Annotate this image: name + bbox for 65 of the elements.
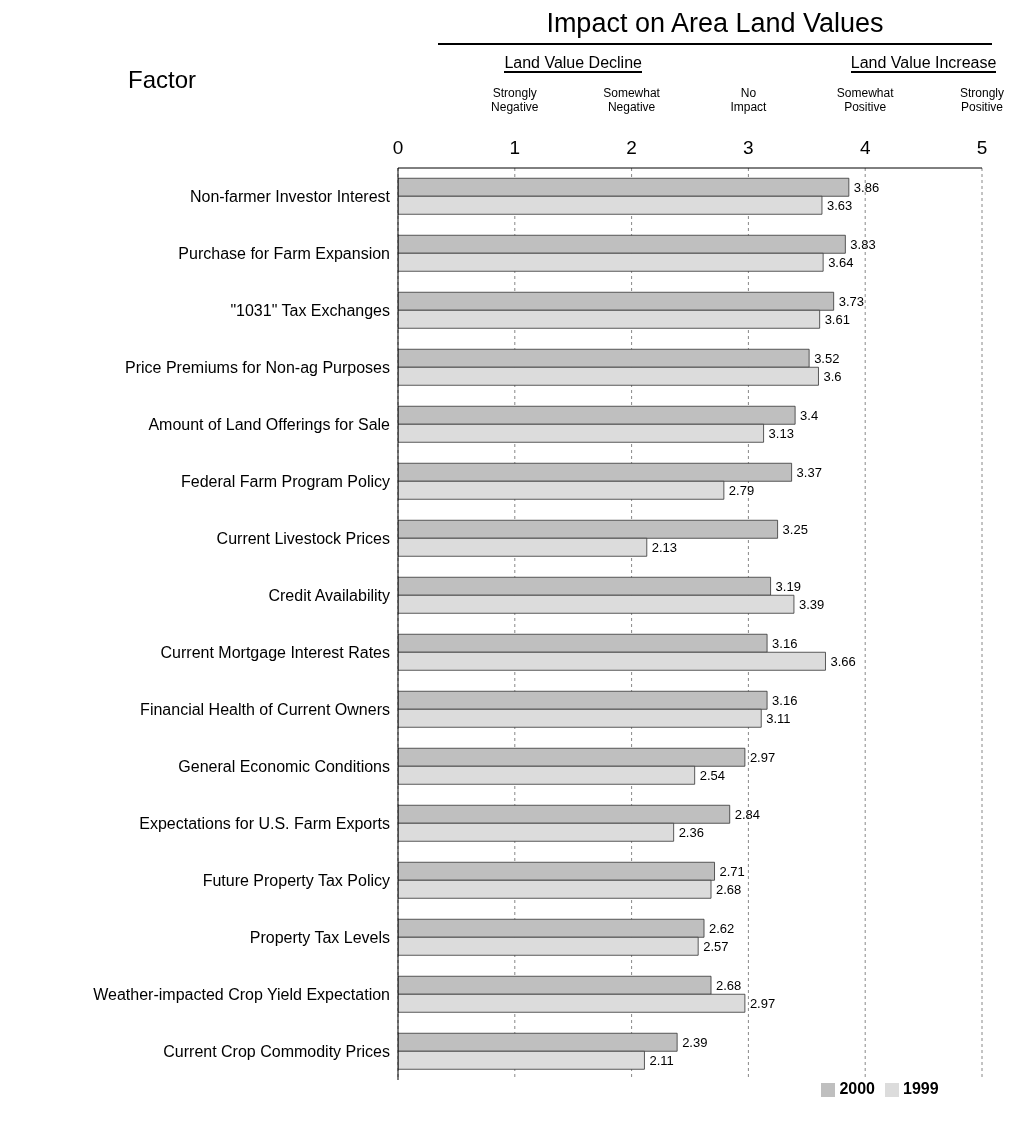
data-label: 3.64 — [828, 254, 854, 270]
data-label: 3.13 — [768, 425, 794, 441]
data-label: 3.25 — [782, 521, 808, 537]
data-label: 3.52 — [814, 350, 840, 366]
y-tick-label: General Economic Conditions — [178, 758, 390, 776]
y-tick-label: Future Property Tax Policy — [202, 872, 390, 890]
y-tick-label: Non-farmer Investor Interest — [189, 188, 391, 206]
data-label: 2.39 — [682, 1034, 708, 1050]
y-tick-label: Federal Farm Program Policy — [181, 473, 390, 491]
chart-title: Impact on Area Land Values — [438, 8, 992, 45]
data-label: 2.71 — [719, 863, 745, 879]
data-label: 2.68 — [716, 881, 742, 897]
y-tick-label: Purchase for Farm Expansion — [178, 245, 390, 263]
y-tick-label: Current Crop Commodity Prices — [163, 1043, 390, 1061]
y-tick-label: Expectations for U.S. Farm Exports — [139, 815, 390, 833]
data-label: 2.84 — [734, 806, 761, 822]
text: Strongly Positive — [959, 86, 1005, 114]
text: Somewhat Positive — [835, 86, 895, 114]
data-label: 3.39 — [798, 596, 825, 612]
data-label: 2.36 — [678, 824, 704, 840]
data-label: 2.97 — [749, 995, 776, 1011]
data-label: 3.83 — [850, 236, 876, 252]
data-label: 2.57 — [703, 938, 729, 954]
text: Land Value Decline — [504, 54, 642, 73]
y-tick-label: Weather-impacted Crop Yield Expectation — [93, 986, 390, 1004]
data-label: 3.37 — [796, 464, 822, 480]
data-label: 2.54 — [699, 767, 725, 783]
data-label: 2.11 — [649, 1052, 674, 1068]
x-tick-label: 4 — [859, 137, 871, 158]
y-tick-label: Amount of Land Offerings for Sale — [148, 416, 391, 434]
legend-label: 1999 — [903, 1080, 939, 1097]
data-label: 2.97 — [749, 749, 776, 765]
y-tick-label: "1031" Tax Exchanges — [230, 302, 390, 320]
data-label: 3.61 — [824, 311, 850, 327]
data-label: 2.62 — [709, 920, 735, 936]
y-tick-label: Current Mortgage Interest Rates — [160, 644, 390, 662]
y-axis-title: Factor — [128, 66, 197, 94]
x-tick-label: 1 — [509, 137, 521, 158]
x-tick-label: 2 — [626, 137, 637, 158]
data-label: 2.79 — [728, 482, 755, 498]
data-label: 3.63 — [826, 197, 853, 213]
data-label: 3.11 — [766, 710, 791, 726]
data-label: 3.4 — [800, 407, 819, 423]
data-label: 3.6 — [823, 368, 842, 384]
text: Somewhat Negative — [602, 86, 661, 114]
data-label: 3.66 — [830, 653, 856, 669]
text: Strongly Negative — [490, 86, 540, 114]
legend-label: 2000 — [839, 1080, 875, 1097]
x-tick-label: 5 — [976, 137, 988, 158]
data-label: 3.16 — [772, 692, 798, 708]
data-label: 2.68 — [716, 977, 742, 993]
data-label: 3.86 — [853, 179, 880, 195]
text: Land Value Increase — [850, 54, 997, 73]
y-tick-label: Current Livestock Prices — [216, 530, 390, 548]
y-tick-label: Property Tax Levels — [249, 929, 390, 947]
data-label: 2.13 — [651, 539, 678, 555]
x-tick-label: 3 — [743, 137, 754, 158]
y-tick-label: Financial Health of Current Owners — [140, 701, 390, 719]
data-label: 3.73 — [838, 293, 864, 309]
data-label: 3.19 — [775, 578, 801, 594]
x-tick-label: 0 — [392, 137, 404, 158]
data-label: 3.16 — [772, 635, 798, 651]
text: No Impact — [729, 86, 768, 114]
y-tick-label: Credit Availability — [268, 587, 390, 605]
y-tick-label: Price Premiums for Non-ag Purposes — [125, 359, 390, 377]
